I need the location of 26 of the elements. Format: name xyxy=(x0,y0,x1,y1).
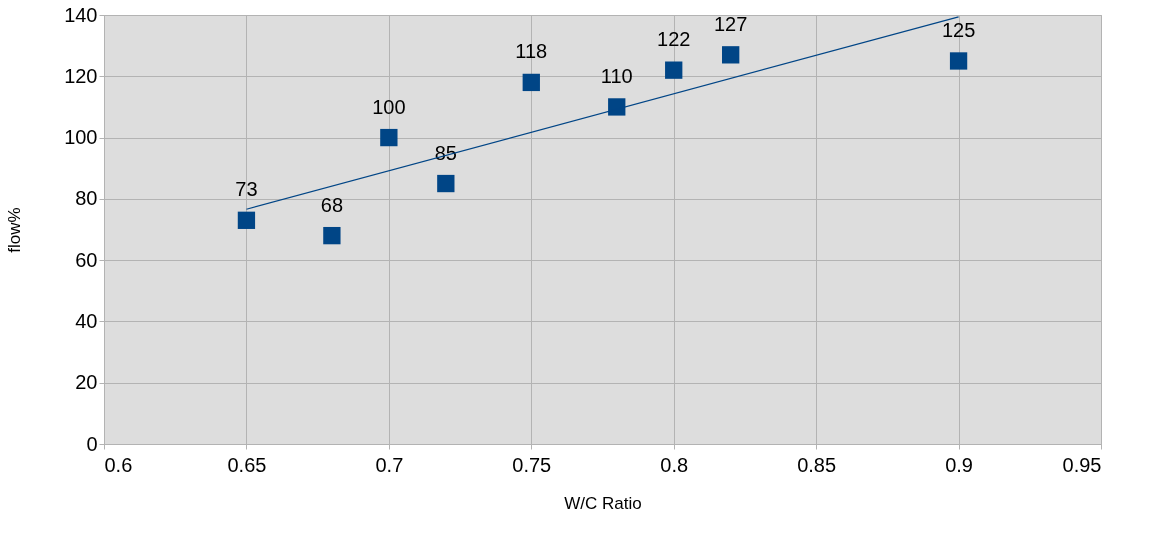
x-tick-label: 0.65 xyxy=(227,453,267,476)
x-tick-label: 0.75 xyxy=(512,453,552,476)
x-tick-label: 0.6 xyxy=(104,453,133,476)
x-tick-label: 0.7 xyxy=(375,453,404,476)
y-tick-label: 120 xyxy=(64,64,98,87)
y-tick-label: 0 xyxy=(86,432,98,455)
x-axis-title: W/C Ratio xyxy=(564,493,642,513)
data-label: 100 xyxy=(372,95,406,118)
y-tick-label: 20 xyxy=(75,371,98,394)
data-label: 122 xyxy=(657,28,691,51)
y-tick-label: 140 xyxy=(64,3,98,26)
data-label: 127 xyxy=(714,12,748,35)
data-label: 68 xyxy=(320,193,344,216)
y-axis-title: flow% xyxy=(5,207,25,253)
y-tick-label: 80 xyxy=(75,187,98,210)
x-tick-label: 0.8 xyxy=(660,453,689,476)
x-tick-label: 0.95 xyxy=(1062,453,1102,476)
y-tick-label: 100 xyxy=(64,126,98,149)
data-label: 118 xyxy=(515,40,548,63)
data-label: 125 xyxy=(941,18,976,41)
x-tick-label: 0.85 xyxy=(797,453,837,476)
data-label: 110 xyxy=(600,64,633,87)
data-label: 73 xyxy=(235,178,258,201)
y-tick-label: 40 xyxy=(75,309,98,332)
x-tick-label: 0.9 xyxy=(945,453,973,476)
y-tick-label: 60 xyxy=(75,248,98,271)
